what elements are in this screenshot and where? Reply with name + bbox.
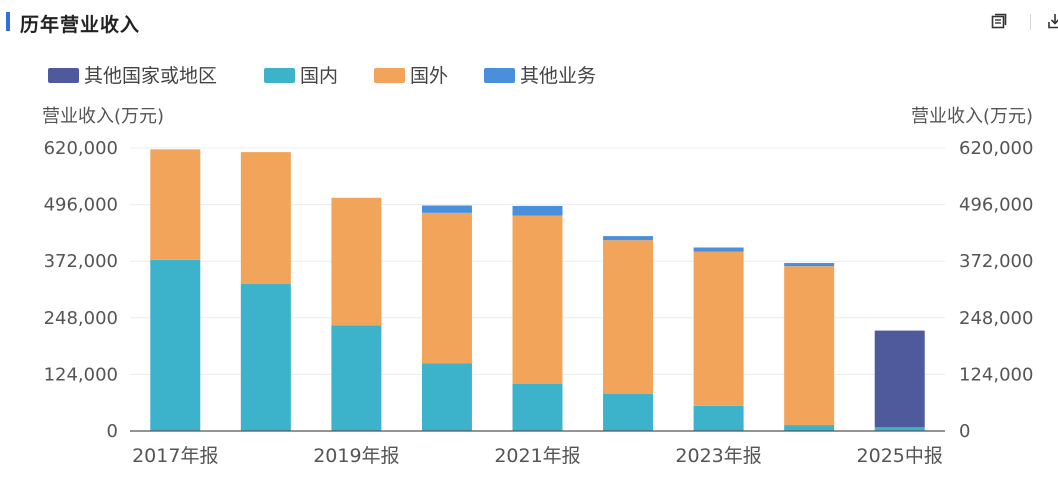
y-tick-label-right: 372,000 [959,251,1033,272]
y-tick-label-left: 620,000 [44,138,118,159]
legend-label: 国内 [300,65,338,87]
y-tick-label-right: 620,000 [959,138,1033,159]
bar-segment[interactable] [421,205,472,213]
y-axis-ticks-right: 0 124,000 248,000 372,000 496,000 620,000 [959,138,1033,442]
bar-segment[interactable] [874,427,925,431]
bar-segment[interactable] [512,215,563,384]
bar-segment[interactable] [693,251,744,406]
chart-header: 历年营业收入 [0,0,1058,44]
bar-segment[interactable] [150,259,201,431]
revenue-bar-chart: 其他国家或地区 国内 国外 其他业务 营业收入(万元) 营业收入(万元) 0 124,0… [42,65,1033,467]
x-axis-ticks: 2017年报 2019年报 2021年报 2023年报 2025中报 [132,445,943,467]
legend-swatch [374,68,405,83]
legend-item[interactable]: 国外 [374,65,448,87]
chart-title: 历年营业收入 [20,14,141,36]
bar-segment[interactable] [421,363,472,431]
x-tick-label: 2025中报 [857,445,943,467]
bar-segment[interactable] [693,247,744,252]
legend-item[interactable]: 其他国家或地区 [48,65,217,87]
x-tick-label: 2019年报 [313,445,399,467]
y-axis-ticks-left: 0 124,000 248,000 372,000 496,000 620,000 [44,138,118,442]
legend-item[interactable]: 国内 [264,65,338,87]
y-tick-label-left: 248,000 [44,308,118,329]
bar-segment[interactable] [331,197,382,326]
bar-segment[interactable] [240,152,291,285]
title-accent-bar [6,12,10,31]
x-tick-label: 2023年报 [675,445,761,467]
copy-icon[interactable] [990,12,1008,30]
x-tick-label: 2017年报 [132,445,218,467]
bar-segment[interactable] [512,205,563,216]
y-axis-label-left: 营业收入(万元) [42,106,164,127]
x-tick-label: 2021年报 [494,445,580,467]
y-tick-label-right: 248,000 [959,308,1033,329]
y-tick-label-right: 124,000 [959,364,1033,385]
legend-swatch [264,68,295,83]
bar-segment[interactable] [603,240,654,395]
bar-segment[interactable] [784,266,835,426]
bar-segment[interactable] [331,325,382,431]
bar-segment[interactable] [512,383,563,431]
y-axis-label-right: 营业收入(万元) [911,106,1033,127]
y-tick-label-left: 0 [107,421,118,442]
y-tick-label-left: 372,000 [44,251,118,272]
bar-segment[interactable] [150,149,201,260]
bar-segment[interactable] [240,284,291,431]
bar-segment[interactable] [603,236,654,241]
download-icon[interactable] [1046,12,1058,30]
legend-label: 其他业务 [520,65,596,87]
bar-segment[interactable] [784,425,835,431]
toolbar-divider [1030,14,1031,30]
legend-label: 国外 [410,65,448,87]
bar-segment[interactable] [784,263,835,267]
legend-swatch [484,68,515,83]
legend-label: 其他国家或地区 [84,65,217,87]
bar-segment[interactable] [693,405,744,431]
bar-segment[interactable] [874,330,925,428]
bar-series [150,149,925,431]
bar-segment[interactable] [603,394,654,431]
y-tick-label-right: 496,000 [959,195,1033,216]
chart-legend: 其他国家或地区 国内 国外 其他业务 [48,65,596,87]
y-tick-label-right: 0 [959,421,970,442]
y-tick-label-left: 124,000 [44,364,118,385]
legend-swatch [48,68,79,83]
legend-item[interactable]: 其他业务 [484,65,596,87]
y-tick-label-left: 496,000 [44,195,118,216]
bar-segment[interactable] [421,212,472,364]
